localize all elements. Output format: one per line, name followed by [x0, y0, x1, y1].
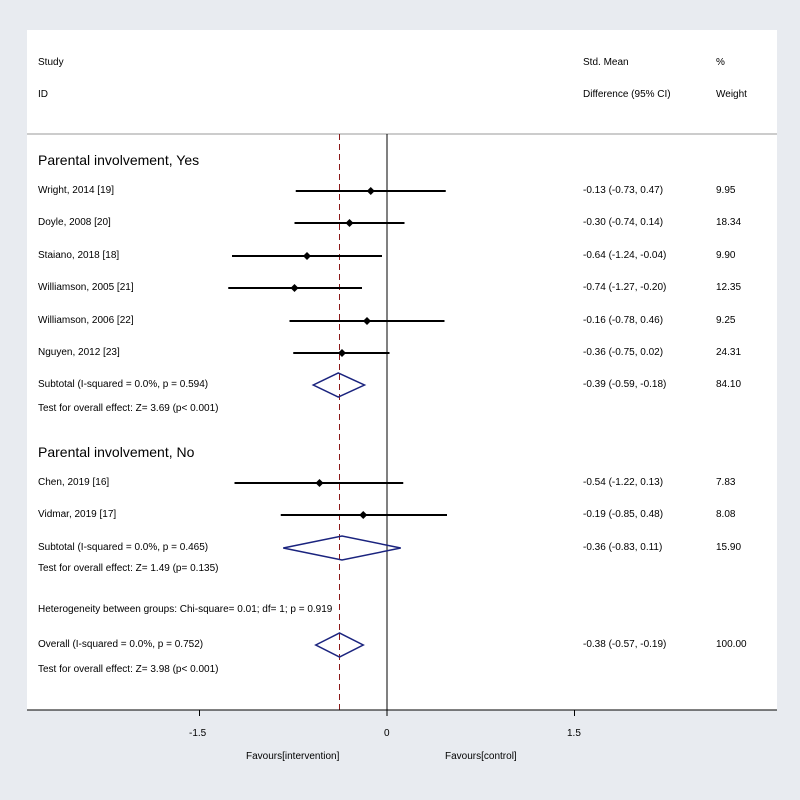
study-label: Staiano, 2018 [18]	[38, 250, 120, 261]
heterogeneity-text: Heterogeneity between groups: Chi-square…	[38, 604, 333, 615]
overall-label: Overall (I-squared = 0.0%, p = 0.752)	[38, 639, 204, 650]
header-ci: Difference (95% CI)	[583, 89, 671, 100]
overall-effect-test: Test for overall effect: Z= 1.49 (p= 0.1…	[38, 563, 219, 574]
study-label: Williamson, 2005 [21]	[38, 282, 134, 293]
study-weight: 12.35	[716, 282, 742, 293]
overall-weight: 100.00	[716, 639, 747, 650]
study-label: Chen, 2019 [16]	[38, 477, 110, 488]
overall-diamond	[314, 632, 365, 658]
study-label: Nguyen, 2012 [23]	[38, 347, 120, 358]
header-percent: %	[716, 57, 725, 68]
header-smd: Std. Mean	[583, 57, 629, 68]
overall-effect-test: Test for overall effect: Z= 3.69 (p< 0.0…	[38, 403, 219, 414]
study-ci: -0.30 (-0.74, 0.14)	[583, 217, 664, 228]
point-estimate	[315, 479, 324, 487]
header-study: Study	[38, 57, 64, 68]
favours-control-label: Favours[control]	[445, 751, 517, 762]
x-tick-label: 0	[384, 728, 390, 739]
favours-intervention-label: Favours[intervention]	[246, 751, 340, 762]
study-weight: 9.90	[716, 250, 736, 261]
header-id: ID	[38, 89, 48, 100]
point-estimate	[366, 187, 375, 195]
study-label: Vidmar, 2019 [17]	[38, 509, 117, 520]
point-estimate	[359, 511, 368, 519]
point-estimate	[303, 252, 311, 260]
subtotal-ci: -0.36 (-0.83, 0.11)	[583, 542, 663, 553]
study-label: Wright, 2014 [19]	[38, 185, 114, 196]
study-ci: -0.74 (-1.27, -0.20)	[583, 282, 667, 293]
study-weight: 24.31	[716, 347, 742, 358]
study-weight: 9.25	[716, 315, 736, 326]
subtotal-diamond	[283, 535, 401, 561]
group-title-yes: Parental involvement, Yes	[38, 152, 200, 168]
study-ci: -0.13 (-0.73, 0.47)	[583, 185, 664, 196]
study-weight: 7.83	[716, 477, 736, 488]
subtotal-ci: -0.39 (-0.59, -0.18)	[583, 379, 667, 390]
point-estimate	[345, 219, 354, 227]
overall-effect-test: Test for overall effect: Z= 3.98 (p< 0.0…	[38, 664, 219, 675]
study-weight: 18.34	[716, 217, 742, 228]
group-title-no: Parental involvement, No	[38, 444, 195, 460]
header-weight: Weight	[716, 89, 747, 100]
point-estimate	[363, 317, 371, 325]
study-ci: -0.19 (-0.85, 0.48)	[583, 509, 664, 520]
subtotal-weight: 84.10	[716, 379, 742, 390]
study-ci: -0.64 (-1.24, -0.04)	[583, 250, 667, 261]
subtotal-diamond	[311, 372, 367, 398]
study-ci: -0.54 (-1.22, 0.13)	[583, 477, 664, 488]
plot-area	[27, 30, 777, 710]
subtotal-label: Subtotal (I-squared = 0.0%, p = 0.465)	[38, 542, 209, 553]
subtotal-weight: 15.90	[716, 542, 742, 553]
study-weight: 9.95	[716, 185, 736, 196]
study-label: Williamson, 2006 [22]	[38, 315, 134, 326]
x-tick-label: 1.5	[567, 728, 581, 739]
x-tick-label: -1.5	[189, 728, 207, 739]
overall-ci: -0.38 (-0.57, -0.19)	[583, 639, 667, 650]
study-weight: 8.08	[716, 509, 736, 520]
point-estimate	[290, 284, 299, 292]
study-label: Doyle, 2008 [20]	[38, 217, 111, 228]
point-estimate	[338, 349, 346, 357]
study-ci: -0.36 (-0.75, 0.02)	[583, 347, 664, 358]
study-ci: -0.16 (-0.78, 0.46)	[583, 315, 664, 326]
subtotal-label: Subtotal (I-squared = 0.0%, p = 0.594)	[38, 379, 209, 390]
